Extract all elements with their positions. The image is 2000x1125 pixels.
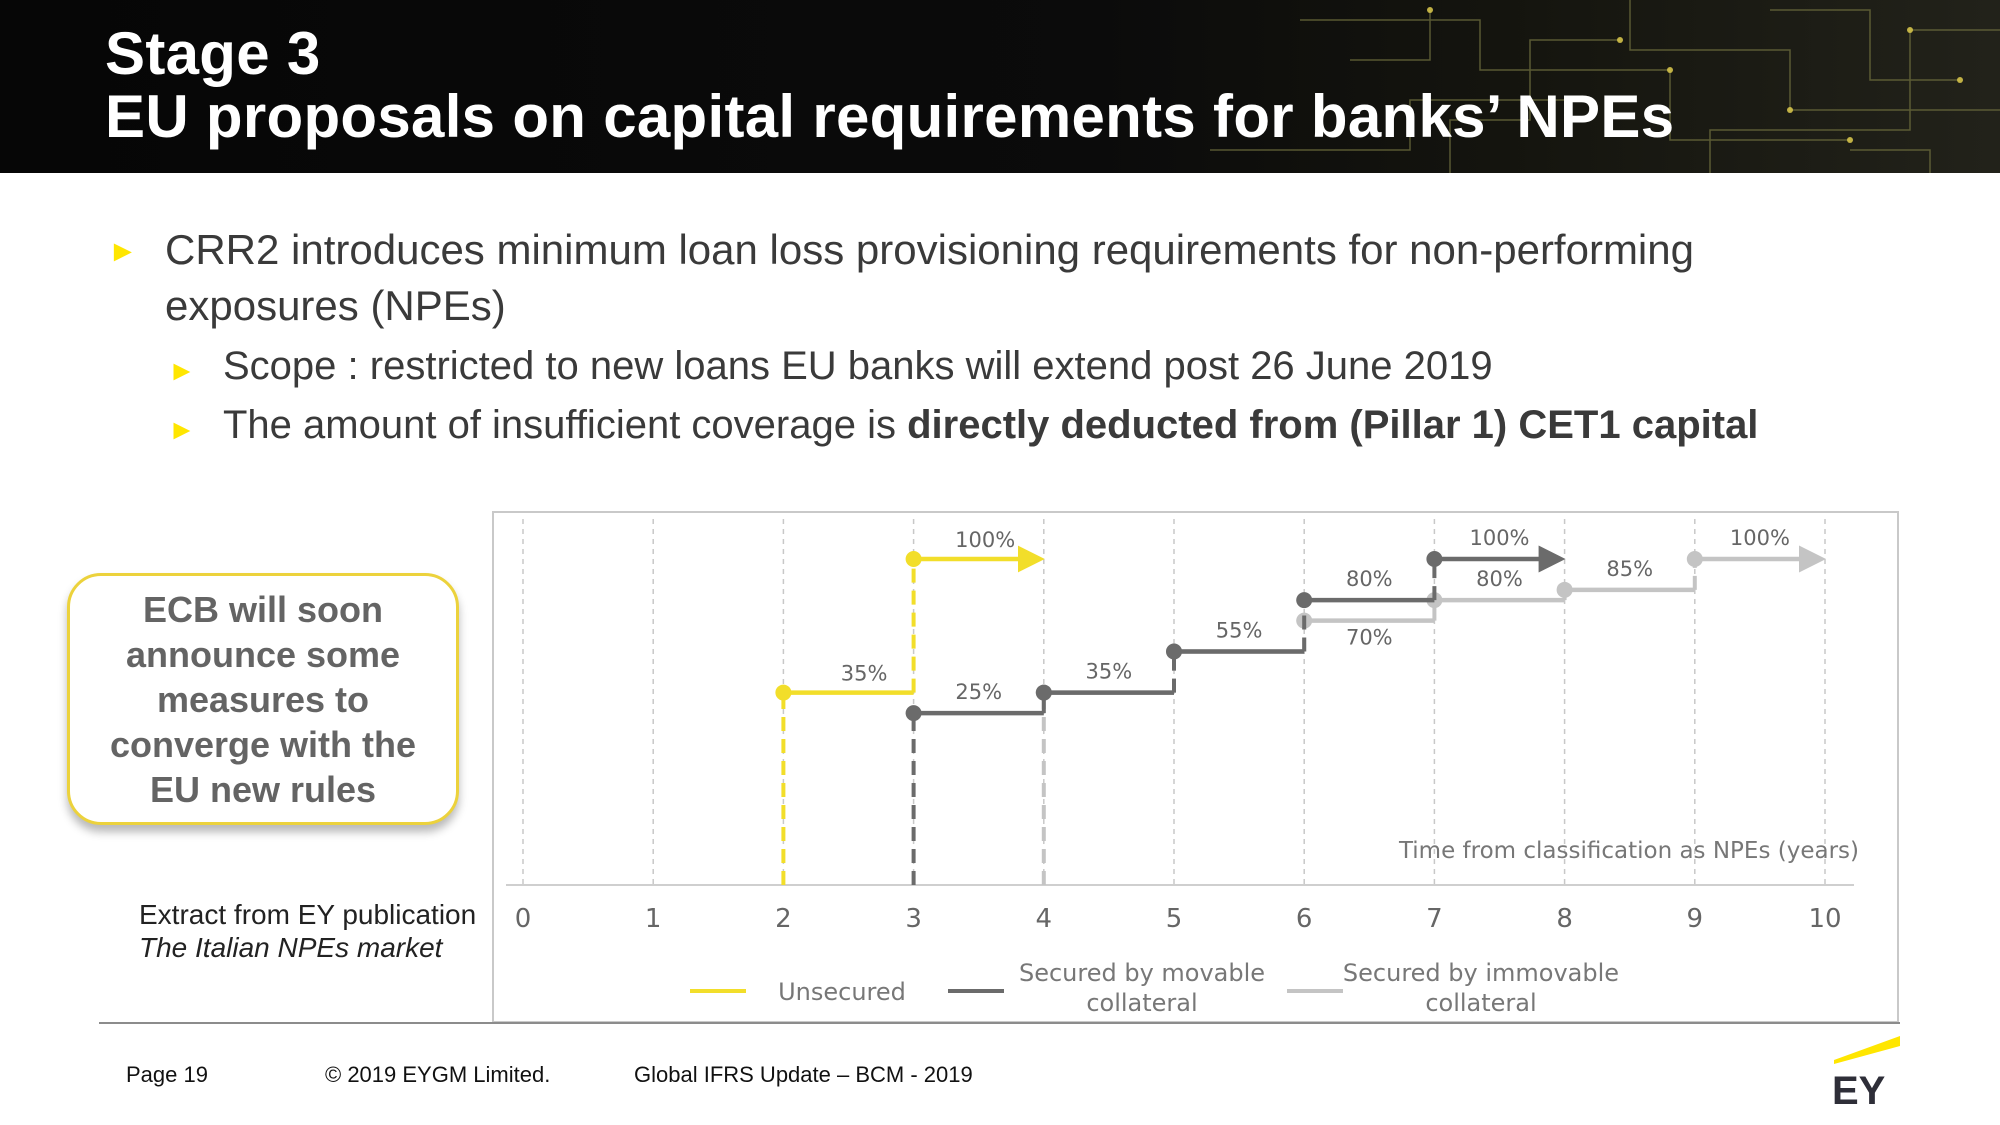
bullet-sub-coverage-bold: directly deducted from (Pillar 1) CET1 c… <box>907 403 1759 447</box>
ey-logo-icon: EY <box>1832 1036 1900 1108</box>
slide-title: Stage 3 EU proposals on capital requirem… <box>105 22 1674 148</box>
x-tick-label: 9 <box>1687 904 1704 934</box>
x-tick-label: 6 <box>1296 904 1313 934</box>
data-point <box>1035 684 1052 701</box>
source-note-line1: Extract from EY publication <box>139 899 477 930</box>
data-point <box>1556 581 1573 598</box>
data-label: 100% <box>1730 526 1790 550</box>
copyright-text: © 2019 EYGM Limited. <box>325 1062 551 1087</box>
x-tick-label: 1 <box>645 904 662 934</box>
callout-text: ECB will soon announce some measures to … <box>109 588 417 810</box>
x-tick-label: 5 <box>1166 904 1183 934</box>
data-label: 35% <box>841 662 888 686</box>
legend-label: Secured by immovable collateral <box>1343 959 1619 1017</box>
bullet-arrow-icon: ► <box>108 235 138 268</box>
data-point <box>905 705 922 722</box>
title-banner: Stage 3 EU proposals on capital requirem… <box>0 0 2000 173</box>
data-label: 80% <box>1346 567 1393 591</box>
data-point <box>1426 551 1443 567</box>
bullet-sub-scope: Scope : restricted to new loans EU banks… <box>223 344 1493 388</box>
title-line-2: EU proposals on capital requirements for… <box>105 83 1675 150</box>
data-label: 85% <box>1606 557 1653 581</box>
x-tick-label: 3 <box>905 904 922 934</box>
data-label: 25% <box>955 680 1002 704</box>
data-point <box>1296 592 1313 609</box>
bullet-main: CRR2 introduces minimum loan loss provis… <box>165 226 1694 329</box>
chart-canvas: 0 1 2 3 4 5 6 7 8 9 10 Time from classification as … <box>506 519 1859 1017</box>
x-tick-label: 7 <box>1426 904 1443 934</box>
x-tick-label: 4 <box>1036 904 1053 934</box>
circuit-background-graphic <box>1210 0 2000 173</box>
x-tick-label: 0 <box>515 904 532 934</box>
title-line-1: Stage 3 <box>105 20 321 87</box>
x-tick-label: 10 <box>1808 904 1841 934</box>
bullet-sub-coverage: The amount of insufficient coverage is d… <box>223 401 1758 449</box>
data-label: 100% <box>1469 526 1529 550</box>
ecb-callout-box: ECB will soon announce some measures to … <box>67 573 459 825</box>
data-label: 35% <box>1086 660 1133 684</box>
data-label: 80% <box>1476 567 1523 591</box>
event-name: Global IFRS Update – BCM - 2019 <box>634 1062 973 1087</box>
footer-divider <box>99 1022 1900 1024</box>
source-note-publication: The Italian NPEs market <box>139 932 443 963</box>
bullet-arrow-icon: ► <box>168 414 196 445</box>
ey-logo-text: EY <box>1832 1069 1886 1108</box>
data-point <box>1686 551 1703 567</box>
bullet-arrow-icon: ► <box>168 355 196 386</box>
bullet-sub-coverage-text: The amount of insufficient coverage is <box>223 403 908 447</box>
data-label: 70% <box>1346 626 1393 650</box>
legend-label: Secured by movable collateral <box>1019 959 1265 1017</box>
source-note: Extract from EY publication The Italian … <box>139 898 476 964</box>
data-point <box>905 551 922 567</box>
data-label: 55% <box>1216 618 1263 642</box>
x-tick-label: 2 <box>775 904 792 934</box>
npe-provisioning-chart: 0 1 2 3 4 5 6 7 8 9 10 Time from classification as … <box>492 511 1899 1023</box>
page-number: Page 19 <box>126 1062 208 1087</box>
data-point <box>775 684 792 701</box>
data-point <box>1166 643 1182 660</box>
x-tick-label: 8 <box>1556 904 1573 934</box>
x-axis-title: Time from classification as NPEs (years) <box>1398 838 1859 864</box>
legend-label: Unsecured <box>778 978 906 1006</box>
data-label: 100% <box>955 528 1015 552</box>
